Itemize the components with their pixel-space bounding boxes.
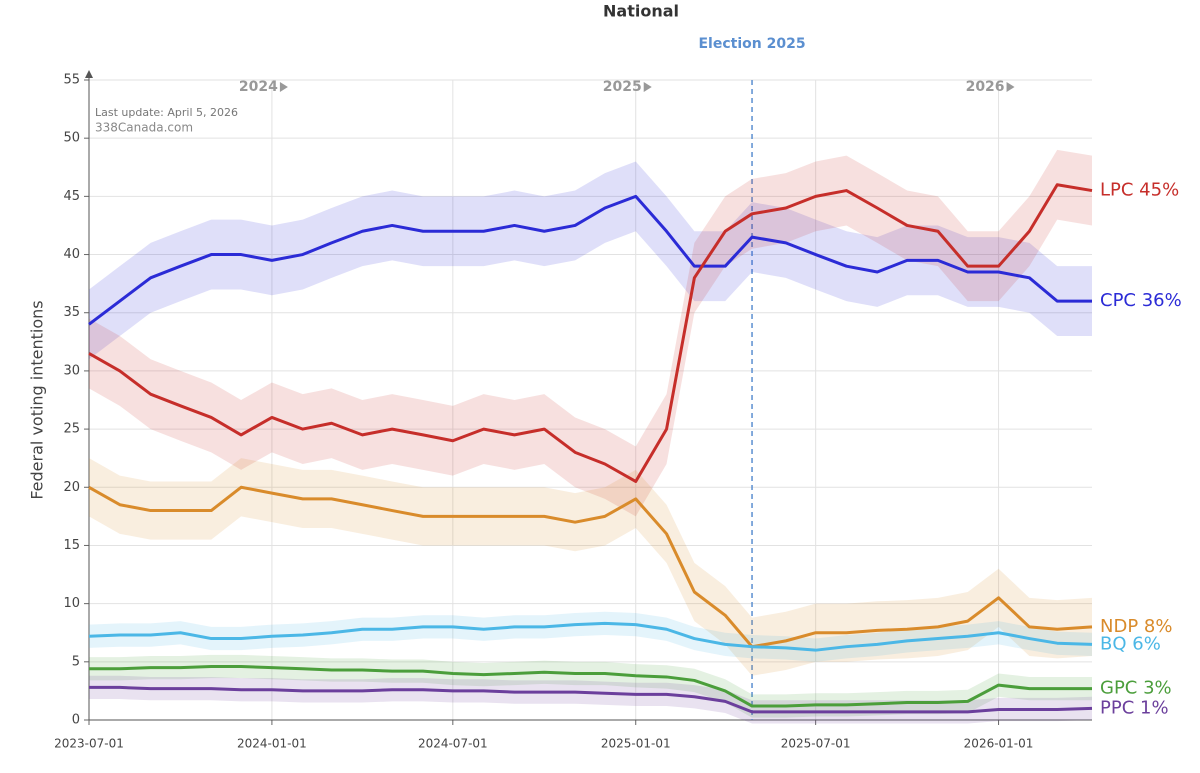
y-tick-label: 55 <box>63 73 80 88</box>
year-marker: 2026 <box>966 79 1005 95</box>
x-tick-label: 2025-07-01 <box>781 737 851 751</box>
y-axis-arrow <box>85 70 93 78</box>
x-tick-label: 2024-07-01 <box>418 737 488 751</box>
x-tick-label: 2024-01-01 <box>237 737 307 751</box>
y-tick-label: 0 <box>72 713 80 728</box>
trend-line <box>88 194 1092 326</box>
trend-line <box>88 485 1093 649</box>
chart-title: National <box>603 2 679 21</box>
y-axis-label: Federal voting intentions <box>28 300 47 499</box>
legend-label: LPC 45% <box>1100 180 1179 201</box>
legend-label: NDP 8% <box>1100 616 1172 637</box>
source-note: 338Canada.com <box>95 121 193 135</box>
y-tick-label: 10 <box>63 596 80 611</box>
y-tick-label: 50 <box>63 131 80 146</box>
legend-label: GPC 3% <box>1100 678 1172 699</box>
uncertainty-band <box>89 458 1092 676</box>
x-tick-label: 2025-01-01 <box>601 737 671 751</box>
year-marker: 2024 <box>239 79 278 95</box>
trend-line <box>89 685 1093 714</box>
year-marker: 2025 <box>603 79 642 95</box>
y-tick-label: 25 <box>63 422 80 437</box>
legend-label: PPC 1% <box>1100 697 1169 718</box>
uncertainty-band <box>89 611 1092 662</box>
x-tick-label: 2023-07-01 <box>54 737 124 751</box>
y-tick-label: 20 <box>63 480 80 495</box>
x-tick-label: 2026-01-01 <box>964 737 1034 751</box>
year-arrow <box>279 82 288 92</box>
uncertainty-band <box>89 149 1092 517</box>
y-tick-label: 5 <box>72 654 80 669</box>
y-tick-label: 35 <box>63 305 80 320</box>
legend-label: CPC 36% <box>1100 290 1182 311</box>
trend-line <box>88 621 1093 652</box>
update-note: Last update: April 5, 2026 <box>95 106 238 119</box>
trend-line <box>88 183 1093 483</box>
year-arrow <box>643 82 652 92</box>
uncertainty-band <box>89 161 1092 360</box>
legend-label: BQ 6% <box>1100 633 1161 654</box>
y-tick-label: 40 <box>63 247 80 262</box>
trend-line <box>89 664 1092 708</box>
year-arrow <box>1006 82 1015 92</box>
y-tick-label: 30 <box>63 363 80 378</box>
y-tick-label: 15 <box>63 538 80 553</box>
election-label: Election 2025 <box>698 36 805 52</box>
y-tick-label: 45 <box>63 189 80 204</box>
